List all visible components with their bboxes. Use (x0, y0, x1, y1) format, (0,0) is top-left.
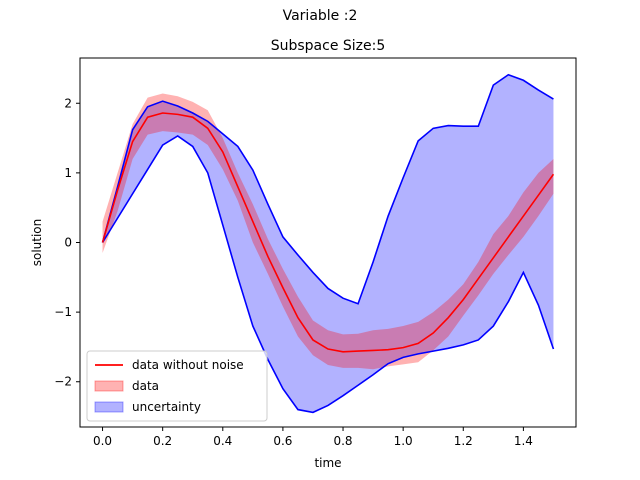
legend-label-uncertainty: uncertainty (132, 400, 201, 414)
legend-swatch-data (94, 380, 124, 392)
legend-label-data-without-noise: data without noise (132, 358, 244, 372)
uncertainty-upper-line (101, 73, 554, 305)
y-tick-label: 2 (64, 96, 72, 110)
x-axis-label: time (314, 456, 341, 470)
chart-title: Subspace Size:5 (271, 38, 386, 54)
x-tick-label: 0.2 (153, 434, 172, 448)
legend-box (86, 350, 268, 422)
x-tick-label: 1.4 (514, 434, 533, 448)
legend-swatch-uncertainty (94, 401, 124, 413)
y-tick-label: 1 (64, 166, 72, 180)
x-tick-label: 1.0 (394, 434, 413, 448)
y-axis-label: solution (30, 219, 44, 267)
figure-suptitle: Variable :2 (282, 8, 358, 24)
y-tick-label: −2 (54, 375, 72, 389)
legend-label-data: data (132, 379, 159, 393)
series-line-data-without-noise (101, 112, 555, 353)
x-tick-label: 1.2 (454, 434, 473, 448)
uncertainty-lower-line (101, 135, 555, 414)
x-tick-label: 0.4 (213, 434, 232, 448)
y-tick-label: −1 (54, 305, 72, 319)
x-tick-label: 0.8 (333, 434, 352, 448)
uncertainty-band (102, 74, 554, 413)
x-tick-label: 0.6 (273, 434, 292, 448)
x-tick-label: 0.0 (93, 434, 112, 448)
data-band (102, 93, 554, 370)
y-tick-label: 0 (64, 236, 72, 250)
